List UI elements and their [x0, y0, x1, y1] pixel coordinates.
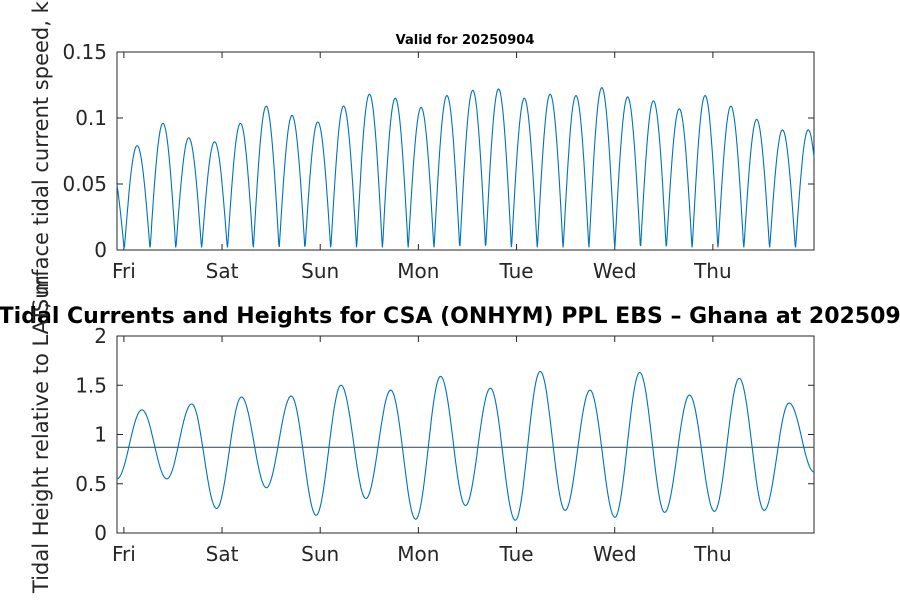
tidal-height-panel: 0 0.5 1 1.5 2 Fri Sat Sun Mon Tue Wed Thu Tidal Cur…: [0, 275, 900, 594]
tidal-height-xtick-label: Wed: [593, 542, 637, 566]
tidal-height-series-line: [117, 370, 814, 521]
tidal-height-xtick-label: Fri: [112, 542, 136, 566]
tidal-height-ylabel: Tidal Height relative to LAT, m: [29, 275, 53, 594]
tidal-height-xtick-label: Thu: [693, 542, 732, 566]
tidal-height-ytick-label: 1.5: [75, 373, 107, 397]
current-speed-ylabel: Surface tidal current speed, kn: [29, 0, 53, 312]
tidal-height-ytick-label: 2: [94, 324, 107, 348]
tidal-height-title: Tidal Currents and Heights for CSA (ONHY…: [0, 304, 900, 329]
tidal-height-xtick-label: Tue: [498, 542, 533, 566]
tidal-height-ticks: 0 0.5 1 1.5 2 Fri Sat Sun Mon Tue Wed Thu: [75, 324, 814, 566]
current-speed-panel: 0 0.05 0.1 0.15 Fri Sat Sun Mon Tue Wed Thu Valid …: [29, 0, 815, 312]
tidal-height-ytick-label: 0: [94, 521, 107, 545]
current-speed-xtick-label: Fri: [112, 259, 136, 283]
tidal-height-xtick-label: Mon: [397, 542, 439, 566]
current-speed-xtick-label: Tue: [498, 259, 533, 283]
current-speed-ytick-label: 0.1: [75, 106, 107, 130]
current-speed-series-line: [116, 87, 815, 249]
tidal-height-xtick-label: Sat: [206, 542, 239, 566]
current-speed-xtick-label: Wed: [593, 259, 637, 283]
tidal-height-ytick-label: 1: [94, 423, 107, 447]
current-speed-ticks: 0 0.05 0.1 0.15 Fri Sat Sun Mon Tue Wed Thu: [62, 40, 814, 283]
tidal-height-xtick-label: Sun: [301, 542, 339, 566]
tidal-height-ytick-label: 0.5: [75, 472, 107, 496]
current-speed-xtick-label: Thu: [693, 259, 732, 283]
current-speed-ytick-label: 0.15: [62, 40, 107, 64]
tidal-height-axes-box: [116, 335, 815, 534]
current-speed-title: Valid for 20250904: [396, 33, 535, 48]
current-speed-ytick-label: 0: [94, 238, 107, 262]
current-speed-ytick-label: 0.05: [62, 172, 107, 196]
current-speed-xtick-label: Sat: [206, 259, 239, 283]
current-speed-xtick-label: Mon: [397, 259, 439, 283]
current-speed-xtick-label: Sun: [301, 259, 339, 283]
